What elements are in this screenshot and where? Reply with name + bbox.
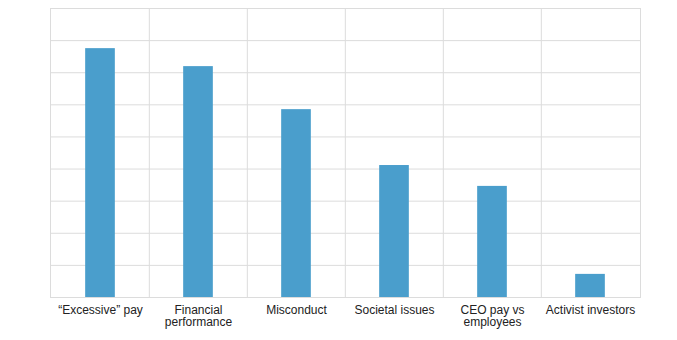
svg-text:Activist investors: Activist investors: [546, 303, 635, 317]
svg-text:Financialperformance: Financialperformance: [165, 303, 233, 329]
svg-text:Societal issues: Societal issues: [354, 303, 434, 317]
svg-text:CEO pay vsemployees: CEO pay vsemployees: [460, 303, 524, 329]
svg-text:Misconduct: Misconduct: [266, 303, 327, 317]
svg-text:“Excessive” pay: “Excessive” pay: [58, 303, 143, 317]
